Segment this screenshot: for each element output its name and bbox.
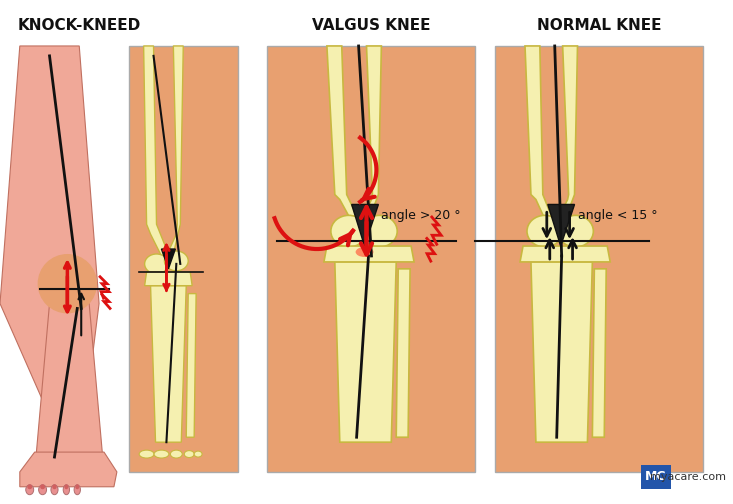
Polygon shape [531, 262, 592, 442]
Text: myacare.com: myacare.com [650, 472, 726, 482]
Text: MC: MC [645, 470, 666, 483]
Ellipse shape [74, 485, 81, 495]
Ellipse shape [194, 451, 202, 457]
Polygon shape [548, 205, 575, 246]
Ellipse shape [75, 484, 79, 489]
Polygon shape [20, 452, 117, 487]
Polygon shape [166, 46, 183, 256]
Ellipse shape [361, 215, 397, 247]
Ellipse shape [51, 485, 58, 495]
FancyBboxPatch shape [641, 465, 671, 489]
Ellipse shape [164, 251, 188, 271]
Text: NORMAL KNEE: NORMAL KNEE [537, 18, 662, 33]
Polygon shape [144, 272, 192, 286]
Ellipse shape [184, 451, 194, 458]
Ellipse shape [144, 254, 169, 274]
Ellipse shape [170, 450, 183, 458]
Polygon shape [520, 246, 610, 262]
Polygon shape [161, 249, 175, 269]
Text: angle < 15 °: angle < 15 ° [578, 209, 657, 222]
Ellipse shape [356, 247, 373, 257]
Ellipse shape [63, 485, 70, 495]
FancyBboxPatch shape [129, 46, 237, 472]
Text: VALGUS KNEE: VALGUS KNEE [312, 18, 431, 33]
Circle shape [37, 254, 97, 313]
Polygon shape [525, 46, 553, 221]
Polygon shape [352, 205, 378, 246]
Polygon shape [327, 46, 358, 221]
Polygon shape [397, 269, 410, 437]
FancyBboxPatch shape [496, 46, 703, 472]
Ellipse shape [527, 215, 563, 247]
Polygon shape [558, 46, 578, 221]
Polygon shape [34, 303, 104, 474]
Ellipse shape [154, 450, 169, 458]
Polygon shape [335, 262, 397, 442]
Ellipse shape [27, 484, 32, 489]
Ellipse shape [26, 485, 34, 495]
Ellipse shape [65, 484, 68, 489]
Ellipse shape [40, 484, 45, 489]
Ellipse shape [331, 215, 366, 247]
Ellipse shape [139, 450, 154, 458]
Polygon shape [0, 46, 99, 427]
Text: KNOCK-KNEED: KNOCK-KNEED [18, 18, 141, 33]
Polygon shape [592, 269, 606, 437]
Ellipse shape [558, 215, 593, 247]
Polygon shape [186, 294, 196, 437]
Polygon shape [324, 246, 414, 262]
FancyBboxPatch shape [268, 46, 476, 472]
Ellipse shape [52, 484, 56, 489]
Text: angle > 20 °: angle > 20 ° [381, 209, 461, 222]
Ellipse shape [39, 485, 47, 495]
Polygon shape [144, 46, 169, 256]
Polygon shape [361, 46, 381, 221]
Polygon shape [150, 286, 186, 442]
